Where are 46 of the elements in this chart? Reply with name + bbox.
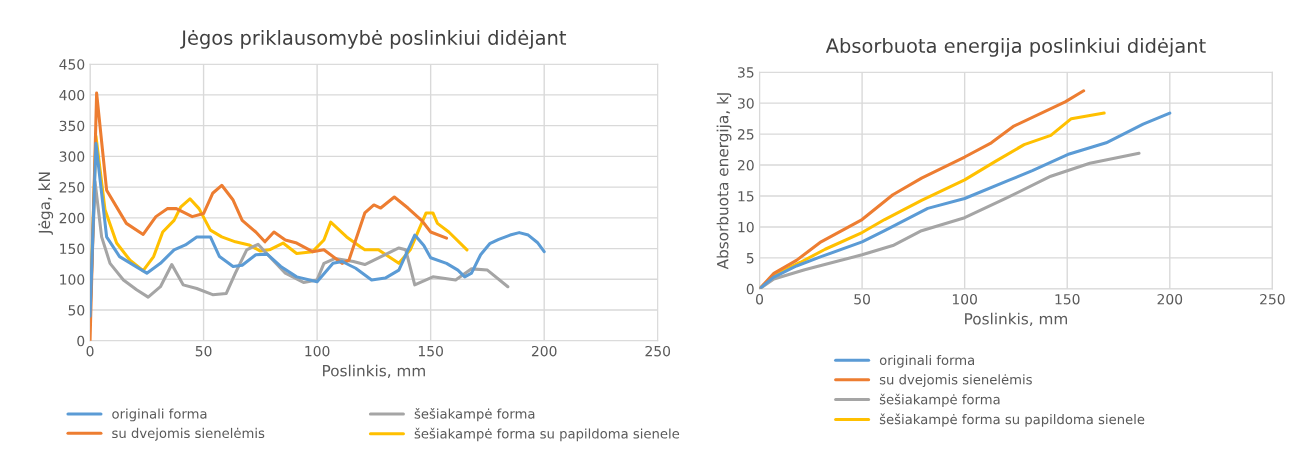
y-tick-label: 0 xyxy=(746,283,754,295)
legend-label: šešiakampė forma xyxy=(879,393,1000,407)
y-tick-label: 450 xyxy=(59,59,85,70)
y-tick-label: 200 xyxy=(59,212,85,224)
x-axis-title: Poslinkis, mm xyxy=(323,364,425,379)
line-series xyxy=(759,111,1172,289)
x-tick-label: 200 xyxy=(531,345,557,357)
x-tick-label: 0 xyxy=(86,345,94,357)
y-tick-label: 400 xyxy=(59,89,85,101)
x-tick-label: 50 xyxy=(854,293,870,305)
line-series xyxy=(90,141,546,318)
y-tick-label: 50 xyxy=(68,305,85,316)
legend-label: šešiakampė forma su papildoma sienele xyxy=(414,427,680,442)
y-tick-label: 250 xyxy=(59,182,85,193)
y-tick-label: 30 xyxy=(738,98,754,109)
y-tick-label: 15 xyxy=(738,191,754,202)
legend-label: su dvejomis sienelėmis xyxy=(879,374,1032,388)
legend-label: šešiakampė forma xyxy=(414,407,535,422)
y-tick-label: 10 xyxy=(738,221,754,233)
y-tick-label: 0 xyxy=(77,335,85,347)
y-tick-label: 300 xyxy=(59,151,85,162)
x-tick-label: 150 xyxy=(1055,293,1080,305)
x-tick-label: 0 xyxy=(756,293,764,305)
x-tick-label: 250 xyxy=(645,345,671,357)
y-axis-title: Jėga, kN xyxy=(38,172,54,235)
y-tick-label: 350 xyxy=(59,120,85,132)
x-tick-label: 250 xyxy=(1260,293,1285,305)
x-axis-title: Poslinkis, mm xyxy=(965,312,1067,327)
x-tick-label: 150 xyxy=(418,345,443,357)
y-tick-label: 150 xyxy=(60,243,85,255)
chart-title: Jėgos priklausomybė poslinkiui didėjant xyxy=(180,29,567,49)
y-tick-label: 35 xyxy=(738,67,754,78)
legend-label: originali forma xyxy=(112,408,207,422)
y-tick-label: 25 xyxy=(737,129,754,140)
x-tick-label: 100 xyxy=(952,293,977,305)
legend-label: originali forma xyxy=(879,354,974,368)
chart-title: Absorbuota energija poslinkiui didėjant xyxy=(825,38,1206,57)
x-tick-label: 50 xyxy=(195,345,212,357)
x-tick-label: 200 xyxy=(1157,293,1183,305)
x-tick-label: 100 xyxy=(305,345,330,357)
y-tick-label: 20 xyxy=(737,160,754,171)
y-axis-title: Absorbuota energija, kJ xyxy=(716,93,732,270)
legend-label: šešiakampė forma su papildoma sienele xyxy=(879,413,1145,427)
y-tick-label: 5 xyxy=(746,253,754,264)
y-tick-label: 100 xyxy=(60,274,85,285)
legend-label: su dvejomis sienelėmis xyxy=(112,427,265,441)
